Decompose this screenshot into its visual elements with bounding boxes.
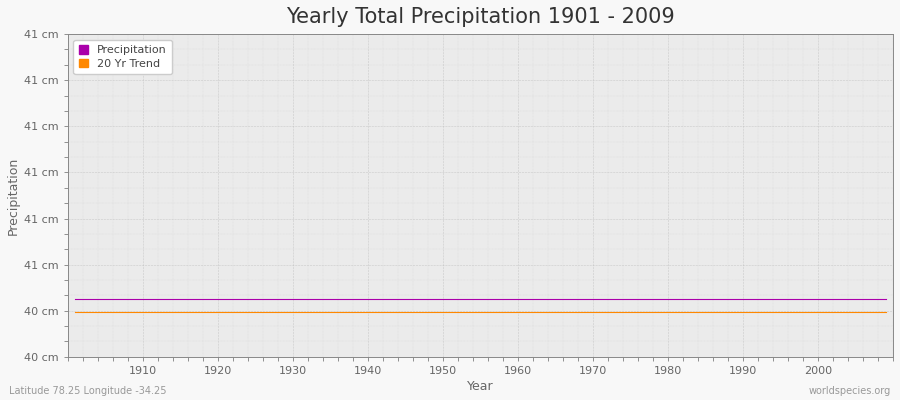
Legend: Precipitation, 20 Yr Trend: Precipitation, 20 Yr Trend [73,40,172,74]
Y-axis label: Precipitation: Precipitation [7,156,20,234]
Title: Yearly Total Precipitation 1901 - 2009: Yearly Total Precipitation 1901 - 2009 [286,7,675,27]
Text: worldspecies.org: worldspecies.org [809,386,891,396]
Text: Latitude 78.25 Longitude -34.25: Latitude 78.25 Longitude -34.25 [9,386,166,396]
X-axis label: Year: Year [467,380,494,393]
